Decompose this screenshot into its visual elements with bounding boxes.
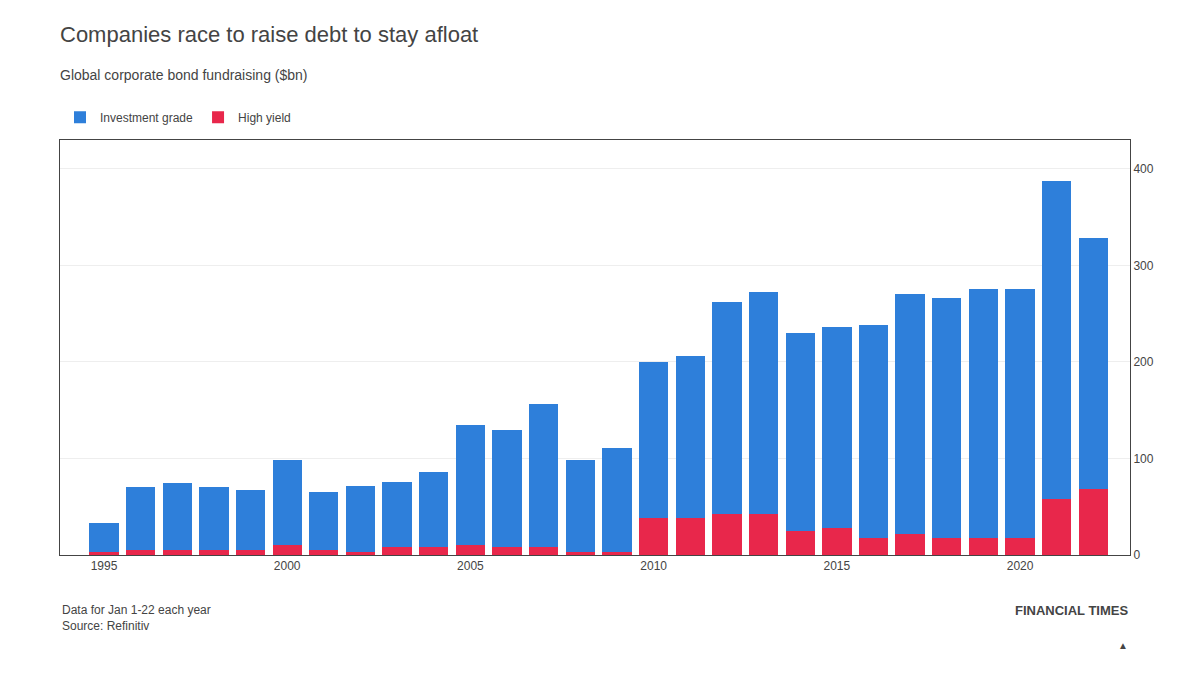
svg-text:FINANCIAL TIMES: FINANCIAL TIMES [1015, 603, 1128, 618]
svg-text:0: 0 [1133, 548, 1140, 562]
svg-text:2020: 2020 [1007, 559, 1034, 573]
svg-text:▲: ▲ [1118, 640, 1128, 651]
svg-text:2015: 2015 [823, 559, 850, 573]
svg-text:100: 100 [1133, 452, 1153, 466]
svg-text:High yield: High yield [238, 111, 291, 125]
svg-text:2010: 2010 [640, 559, 667, 573]
svg-text:Companies race to raise debt t: Companies race to raise debt to stay afl… [60, 22, 478, 47]
svg-text:2005: 2005 [457, 559, 484, 573]
svg-text:Investment grade: Investment grade [100, 111, 193, 125]
svg-text:400: 400 [1133, 162, 1153, 176]
svg-text:Data for Jan 1-22 each yearSou: Data for Jan 1-22 each yearSource: Refin… [62, 603, 211, 633]
svg-text:200: 200 [1133, 355, 1153, 369]
svg-text:2000: 2000 [274, 559, 301, 573]
svg-text:Global corporate bond fundrais: Global corporate bond fundraising ($bn) [60, 67, 308, 83]
svg-text:1995: 1995 [91, 559, 118, 573]
svg-text:300: 300 [1133, 259, 1153, 273]
